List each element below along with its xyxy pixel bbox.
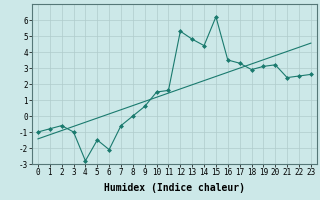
- X-axis label: Humidex (Indice chaleur): Humidex (Indice chaleur): [104, 183, 245, 193]
